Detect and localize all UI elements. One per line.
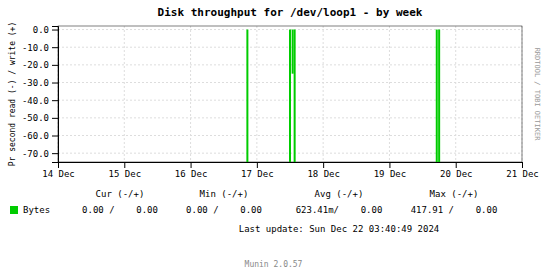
x-tick: 21 Dec — [506, 162, 539, 179]
table-cell: 0.00 / 0.00 — [82, 205, 158, 215]
tick-mark — [52, 83, 58, 84]
tick-label: 21 Dec — [506, 169, 539, 179]
spike — [294, 30, 296, 162]
y-axis-label: Pr second read (-) / write (+) — [8, 22, 17, 167]
tick-label: -70.0 — [22, 149, 49, 159]
tick-label: 20 Dec — [440, 169, 473, 179]
x-tick: 15 Dec — [109, 162, 142, 179]
y-tick: -50.0 — [22, 113, 58, 123]
y-tick: -60.0 — [22, 131, 58, 141]
table-cell: 417.91 / 0.00 — [411, 205, 498, 215]
tick-label: -10.0 — [22, 43, 49, 53]
marks — [246, 30, 440, 162]
y-tick: 0.0 — [33, 25, 58, 35]
tick-mark — [52, 47, 58, 48]
version-note: Munin 2.0.57 — [245, 260, 303, 269]
table-cell: 623.41m/ 0.00 — [296, 205, 383, 215]
tick-label: -50.0 — [22, 113, 49, 123]
spike — [438, 30, 440, 162]
tick-label: 16 Dec — [175, 169, 208, 179]
title: Disk throughput for /dev/loop1 - by week — [158, 6, 423, 19]
y-tick: -30.0 — [22, 78, 58, 88]
tick-mark — [456, 162, 457, 168]
grid-line — [124, 26, 125, 162]
tick-mark — [52, 118, 58, 119]
tick-label: 18 Dec — [307, 169, 340, 179]
tick-label: -20.0 — [22, 60, 49, 70]
tick-mark — [323, 162, 324, 168]
table-cell: 0.00 / 0.00 — [186, 205, 262, 215]
tick-mark — [389, 162, 390, 168]
tick-label: -40.0 — [22, 96, 49, 106]
tick-mark — [52, 65, 58, 66]
grid — [58, 26, 522, 162]
y-tick: -70.0 — [22, 149, 58, 159]
spike — [292, 30, 294, 74]
spike — [436, 30, 438, 162]
x-tick: 16 Dec — [175, 162, 208, 179]
tick-label: -60.0 — [22, 131, 49, 141]
table-header: Avg (-/+) — [315, 189, 364, 199]
x-tick: 20 Dec — [440, 162, 473, 179]
plot-frame — [58, 26, 522, 162]
axis-line — [52, 27, 59, 163]
tick-label: 14 Dec — [42, 169, 75, 179]
legend-swatch — [10, 206, 18, 214]
grid-line — [389, 26, 390, 162]
tick-mark — [191, 162, 192, 168]
last-update: Last update: Sun Dec 22 03:40:49 2024 — [239, 224, 439, 234]
x-tick: 14 Dec — [42, 162, 75, 179]
tick-label: 17 Dec — [241, 169, 274, 179]
tick-mark — [52, 136, 58, 137]
chart: 14 Dec 15 Dec 16 Dec 17 Dec 18 Dec 19 Dec 20 D… — [0, 0, 547, 275]
x-tick: 19 Dec — [374, 162, 407, 179]
tick-label: 19 Dec — [374, 169, 407, 179]
table-header: Max (-/+) — [430, 189, 479, 199]
x-tick: 18 Dec — [307, 162, 340, 179]
tick-label: -30.0 — [22, 78, 49, 88]
y-tick: -20.0 — [22, 60, 58, 70]
spike — [289, 30, 291, 162]
y-axis: 0.0 -10.0 -20.0 -30.0 -40.0 -50.0 -60.0 -70.0 — [22, 25, 59, 163]
x-axis: 14 Dec 15 Dec 16 Dec 17 Dec 18 Dec 19 Dec 20 D… — [42, 162, 539, 179]
legend-label: Bytes — [23, 205, 50, 215]
grid-line — [323, 26, 324, 162]
grid-line — [256, 26, 257, 162]
axis-line — [59, 163, 523, 169]
grid-line — [455, 26, 456, 162]
tick-mark — [257, 162, 258, 168]
grid-line — [190, 26, 191, 162]
y-tick: -10.0 — [22, 43, 58, 53]
table-header: Cur (-/+) — [96, 189, 145, 199]
tick-label: 0.0 — [33, 25, 49, 35]
spike — [246, 30, 248, 162]
x-tick: 17 Dec — [241, 162, 274, 179]
tick-mark — [52, 100, 58, 101]
tick-mark — [522, 162, 523, 168]
table-header: Min (-/+) — [200, 189, 249, 199]
y-tick: -40.0 — [22, 96, 58, 106]
side-text: RRDTOOL / TOBI OETIKER — [533, 48, 541, 142]
tick-mark — [124, 162, 125, 168]
tick-label: 15 Dec — [109, 169, 142, 179]
tick-mark — [52, 153, 58, 154]
tick-mark — [52, 30, 58, 31]
